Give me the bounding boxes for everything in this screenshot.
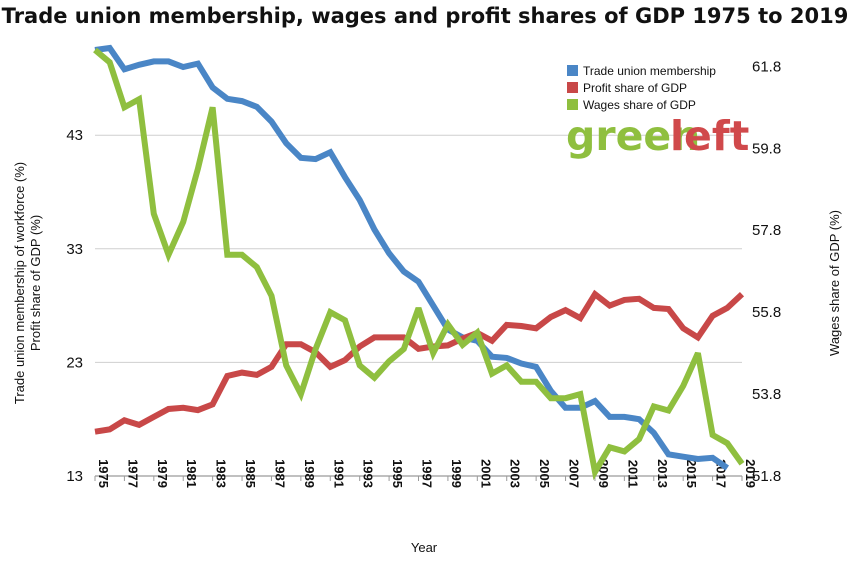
x-axis-title: Year [411, 540, 438, 555]
legend-swatch [567, 99, 578, 110]
logo-text-left: left [670, 112, 749, 160]
x-tick-label: 1981 [184, 459, 199, 488]
x-tick-label: 1991 [331, 459, 346, 488]
x-tick-label: 2013 [655, 459, 670, 488]
x-tick-label: 2007 [567, 459, 582, 488]
legend-swatch [567, 65, 578, 76]
legend-label: Profit share of GDP [583, 81, 687, 95]
x-tick-label: 1987 [272, 459, 287, 488]
legend: Trade union membership Profit share of GD… [567, 64, 716, 112]
y-left-tick-label: 13 [66, 468, 83, 485]
y-axis-right-ticks: 51.8 53.8 55.8 57.8 59.8 61.8 [752, 58, 781, 485]
y-axis-left-ticks: 13 23 33 43 [66, 127, 83, 485]
y-right-tick-label: 57.8 [752, 222, 781, 239]
y-right-tick-label: 53.8 [752, 386, 781, 403]
legend-label: Trade union membership [583, 64, 716, 78]
x-tick-label: 1983 [214, 459, 229, 488]
series-lines [93, 44, 745, 481]
y-left-tick-label: 23 [66, 354, 83, 371]
y-axis-left-title-line2: Profit share of GDP (%) [28, 215, 43, 351]
y-axis-left-title-line1: Trade union membership of workforce (%) [12, 162, 27, 404]
x-tick-label: 1977 [125, 459, 140, 488]
series-line-wages-share-of-gdp [93, 47, 745, 481]
x-tick-label: 1997 [420, 459, 435, 488]
x-tick-label: 2003 [508, 459, 523, 488]
x-tick-label: 1995 [390, 459, 405, 488]
x-tick-label: 1993 [361, 459, 376, 488]
legend-label: Wages share of GDP [583, 98, 696, 112]
logo-text-green: green [566, 112, 700, 160]
y-left-tick-label: 33 [66, 241, 83, 258]
x-tick-label: 2001 [478, 459, 493, 488]
y-right-tick-label: 59.8 [752, 140, 781, 157]
y-axis-right-title: Wages share of GDP (%) [827, 210, 842, 356]
y-right-tick-label: 55.8 [752, 304, 781, 321]
x-tick-label: 1975 [96, 459, 111, 488]
x-tick-label: 2019 [743, 459, 758, 488]
x-tick-label: 2015 [684, 459, 699, 488]
x-tick-label: 2005 [537, 459, 552, 488]
x-tick-label: 1999 [449, 459, 464, 488]
x-tick-label: 2011 [625, 460, 640, 488]
x-tick-label: 1989 [302, 459, 317, 488]
gridlines [95, 134, 742, 363]
chart-title: Trade union membership, wages and profit… [1, 4, 849, 28]
series-line-trade-union-membership [94, 44, 730, 471]
y-right-tick-label: 61.8 [752, 58, 781, 75]
x-tick-label: 1985 [243, 459, 258, 488]
y-left-tick-label: 43 [66, 127, 83, 144]
green-left-logo: green left [566, 112, 749, 160]
y-right-tick-label: 51.8 [752, 468, 781, 485]
x-axis-ticks: 1975 1977 1979 1981 1983 1985 1987 1989 1991 1993… [94, 459, 758, 488]
x-tick-label: 1979 [155, 459, 170, 488]
series-line-profit-share-of-gdp [94, 289, 745, 435]
legend-swatch [567, 82, 578, 93]
